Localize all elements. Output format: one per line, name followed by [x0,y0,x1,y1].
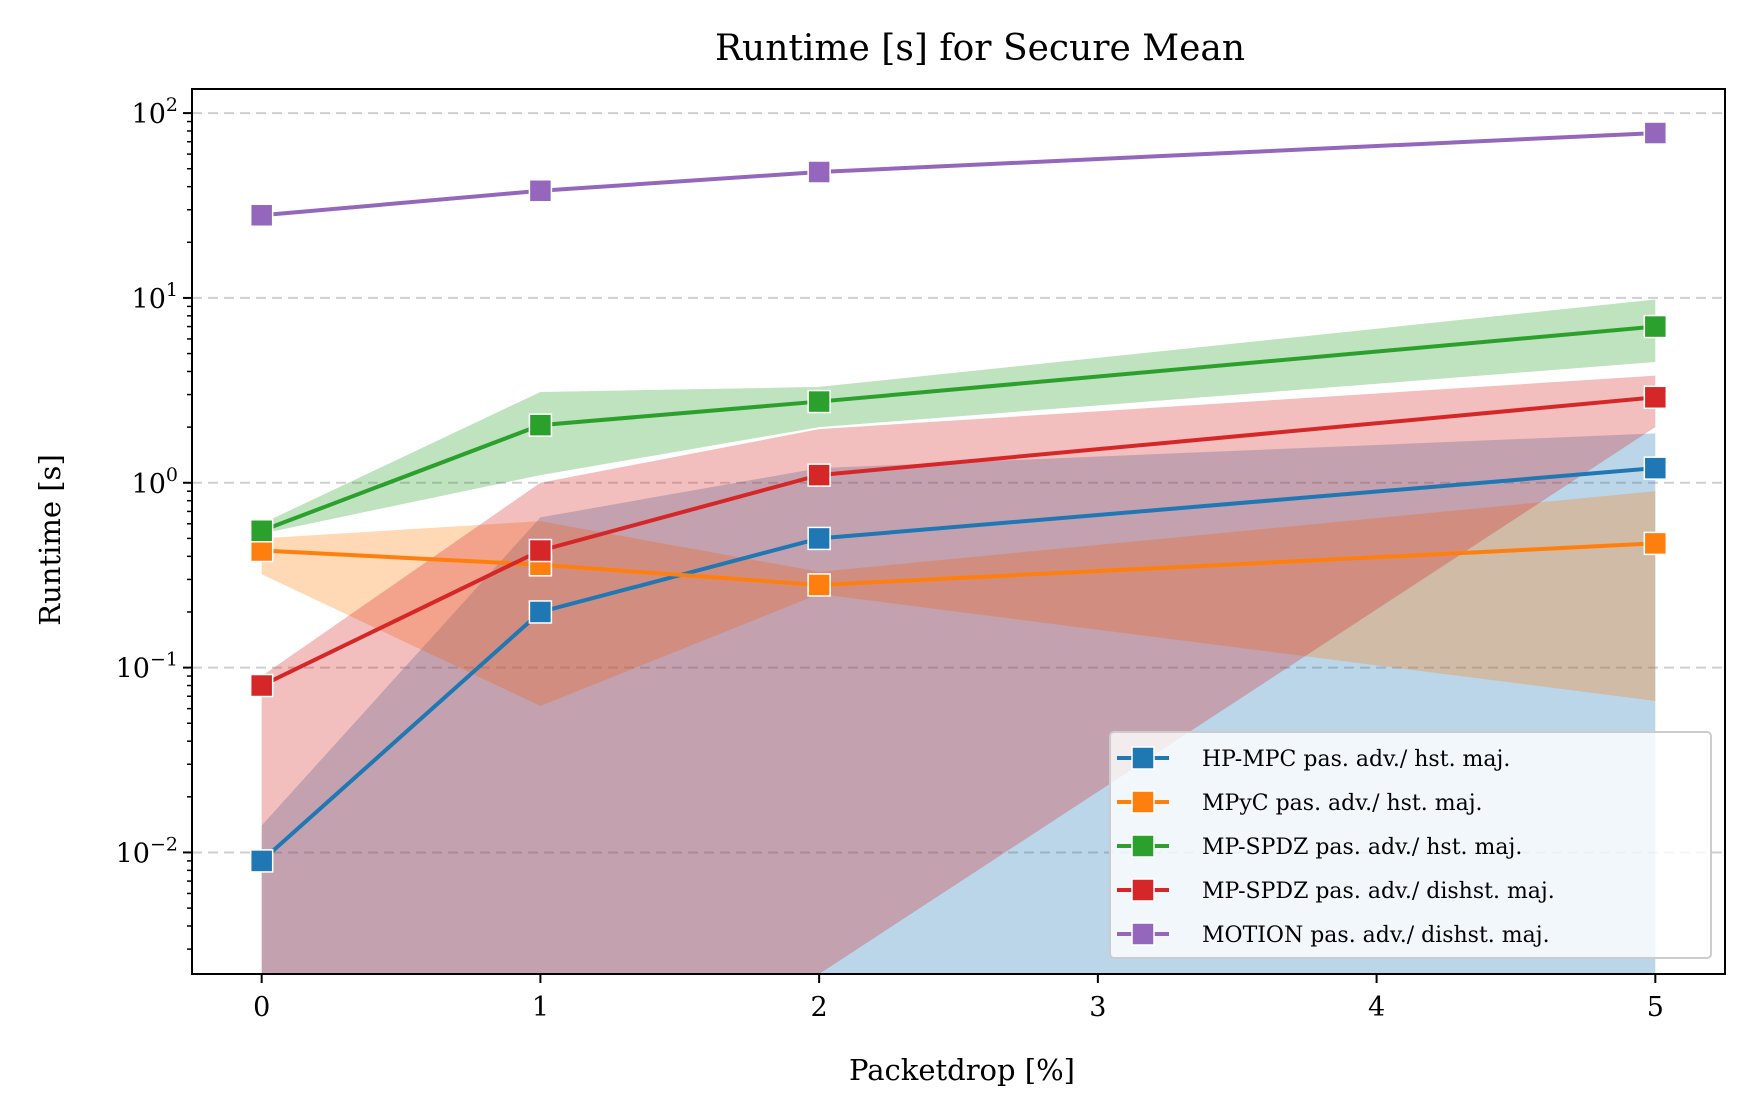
y-tick-label: 100 [132,464,178,500]
legend: HP-MPC pas. adv./ hst. maj. MPyC pas. adv… [1109,731,1712,959]
y-tick-label-exponent: −1 [150,649,178,671]
marker-series-1-point-2 [807,573,831,597]
band-series-3 [261,375,1656,975]
y-tick-label-base: 10 [132,99,166,130]
y-tick-label-base: 10 [116,838,150,869]
marker-series-3-point-0 [249,673,274,698]
chart-title: Runtime [s] for Secure Mean [715,28,1245,69]
plot-frame [191,88,1726,975]
legend-marker-series-0 [1131,746,1155,770]
band-series-4 [261,133,1656,216]
marker-series-4-point-1 [528,179,553,203]
marker-series-2-point-1 [528,413,553,437]
y-tick-label-base: 10 [132,284,166,315]
line-series-1 [261,541,1656,587]
marker-series-4-point-3 [1643,121,1668,145]
legend-marker-series-3 [1131,878,1155,902]
series-markers [249,121,1668,873]
x-tick-label: 4 [1368,992,1385,1023]
marker-series-2-point-2 [807,389,831,414]
marker-series-4-point-2 [807,160,831,184]
band-series-1 [261,491,1656,706]
marker-series-3-point-3 [1643,385,1668,410]
marker-series-3-point-2 [807,463,831,487]
marker-series-0-point-1 [528,600,553,624]
x-tick-label: 3 [1089,992,1106,1023]
line-series-2 [260,324,1656,533]
marker-series-2-point-0 [249,519,274,543]
y-tick-label-exponent: 1 [166,279,178,301]
legend-marker-series-2 [1131,834,1155,858]
legend-label-series-1: MPyC pas. adv./ hst. maj. [1202,791,1483,816]
marker-series-1-point-3 [1643,531,1668,556]
y-tick-label-exponent: 2 [166,94,178,116]
y-tick-label: 102 [132,94,178,130]
series-lines [260,131,1656,863]
x-tick-label: 1 [532,992,549,1023]
marker-series-0-point-2 [807,526,831,551]
legend-label-series-3: MP-SPDZ pas. adv./ dishst. maj. [1202,879,1555,904]
x-tick-label: 2 [811,992,828,1023]
legend-label-series-4: MOTION pas. adv./ dishst. maj. [1202,923,1550,948]
marker-series-0-point-3 [1643,456,1668,480]
line-series-3 [260,395,1656,688]
y-tick-label: 10−2 [116,833,178,869]
y-tick-label-exponent: −2 [150,833,178,855]
legend-label-series-0: HP-MPC pas. adv./ hst. maj. [1202,747,1510,772]
y-tick-label: 101 [132,279,178,315]
legend-label-series-2: MP-SPDZ pas. adv./ hst. maj. [1202,835,1522,860]
line-series-4 [261,131,1656,218]
marker-series-2-point-3 [1643,314,1668,339]
y-tick-label-exponent: 0 [166,464,178,486]
x-axis-label: Packetdrop [%] [849,1053,1075,1087]
y-tick-label-base: 10 [132,469,166,500]
marker-series-1-point-0 [249,538,274,563]
y-axis-label: Runtime [s] [33,454,67,626]
x-tick-label: 0 [253,992,270,1023]
legend-marker-series-4 [1131,922,1155,946]
legend-box [1109,731,1712,959]
marker-series-0-point-0 [249,849,274,873]
marker-series-3-point-1 [528,538,553,563]
legend-marker-series-1 [1131,790,1155,814]
y-tick-label: 10−1 [116,649,178,685]
x-tick-label: 5 [1647,992,1664,1023]
marker-series-4-point-0 [249,203,274,228]
y-tick-label-base: 10 [116,654,150,685]
